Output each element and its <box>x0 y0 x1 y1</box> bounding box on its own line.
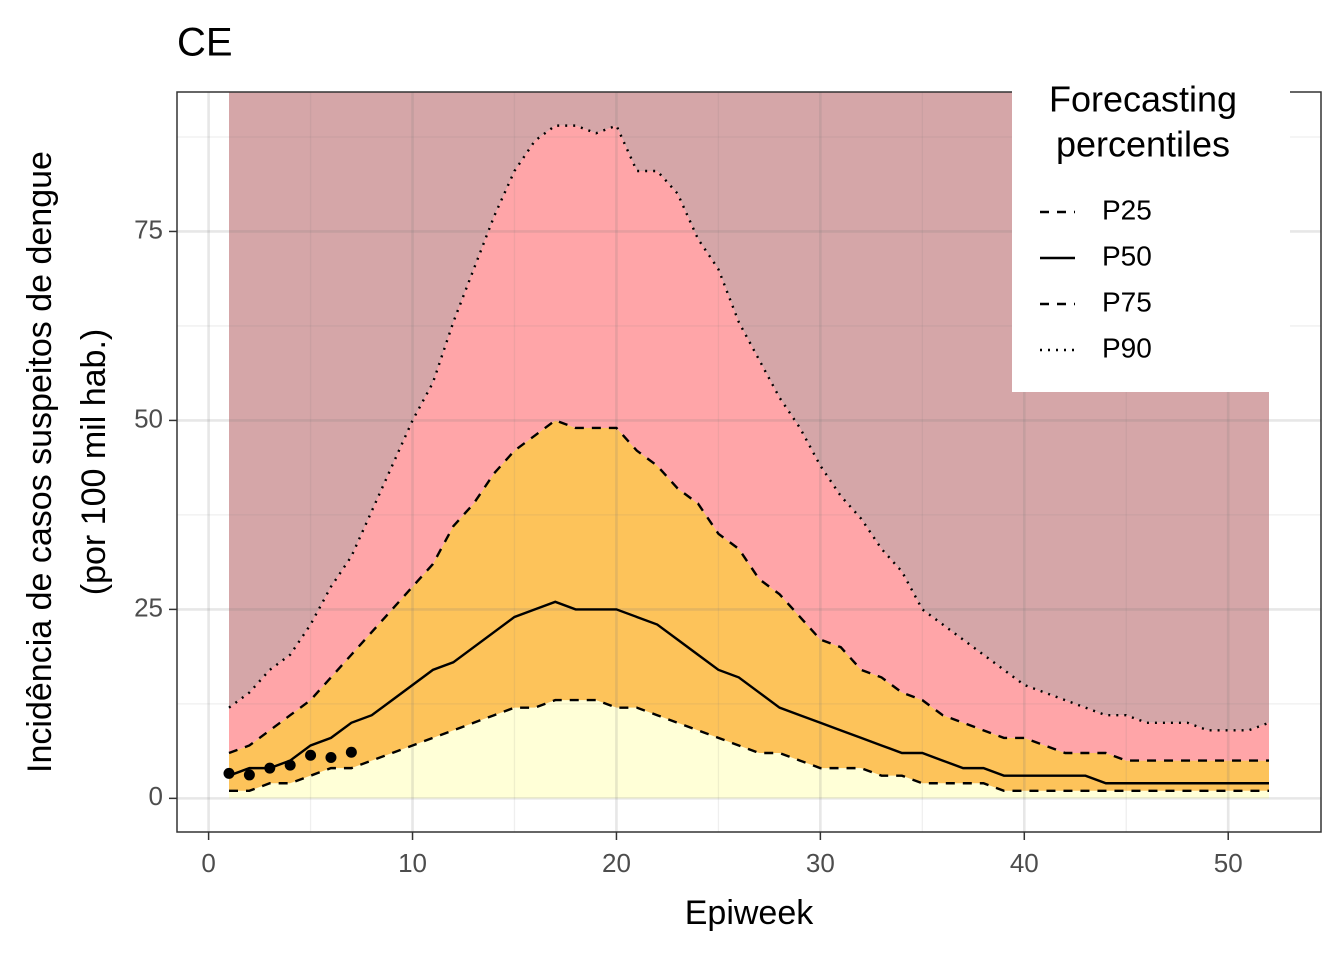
legend-label: P90 <box>1102 332 1152 363</box>
observed-point <box>264 762 276 774</box>
legend-title: Forecasting <box>1049 79 1237 120</box>
y-axis-label: Incidência de casos suspeitos de dengue <box>21 151 59 773</box>
x-tick-label: 10 <box>398 848 427 878</box>
observed-point <box>284 759 296 771</box>
x-tick-label: 30 <box>806 848 835 878</box>
percentile-line <box>228 124 1270 732</box>
percentile-line <box>228 600 1269 785</box>
band <box>229 420 1269 784</box>
legend-label: P25 <box>1102 194 1152 225</box>
x-axis-label: Epiweek <box>685 894 815 932</box>
legend-label: P50 <box>1102 240 1152 271</box>
band <box>229 601 1269 791</box>
legend-title: percentiles <box>1056 124 1230 165</box>
y-tick-label: 50 <box>134 403 163 433</box>
y-tick-label: 0 <box>149 781 163 811</box>
observed-point <box>305 749 317 761</box>
x-tick-label: 0 <box>201 848 215 878</box>
legend-box <box>1012 80 1290 392</box>
x-tick-label: 50 <box>1214 848 1243 878</box>
y-tick-label: 25 <box>134 592 163 622</box>
chart-title: CE <box>177 21 233 65</box>
y-tick-label: 75 <box>134 214 163 244</box>
y-axis-label: (por 100 mil hab.) <box>75 329 113 595</box>
legend-label: P75 <box>1102 286 1152 317</box>
observed-point <box>223 767 235 779</box>
panel-border <box>176 91 1322 833</box>
observed-point <box>325 752 337 764</box>
band <box>229 92 1269 731</box>
percentile-line <box>229 698 1269 793</box>
band <box>229 125 1269 761</box>
x-tick-label: 40 <box>1010 848 1039 878</box>
x-tick-label: 20 <box>602 848 631 878</box>
observed-point <box>243 769 255 781</box>
observed-point <box>345 746 357 758</box>
